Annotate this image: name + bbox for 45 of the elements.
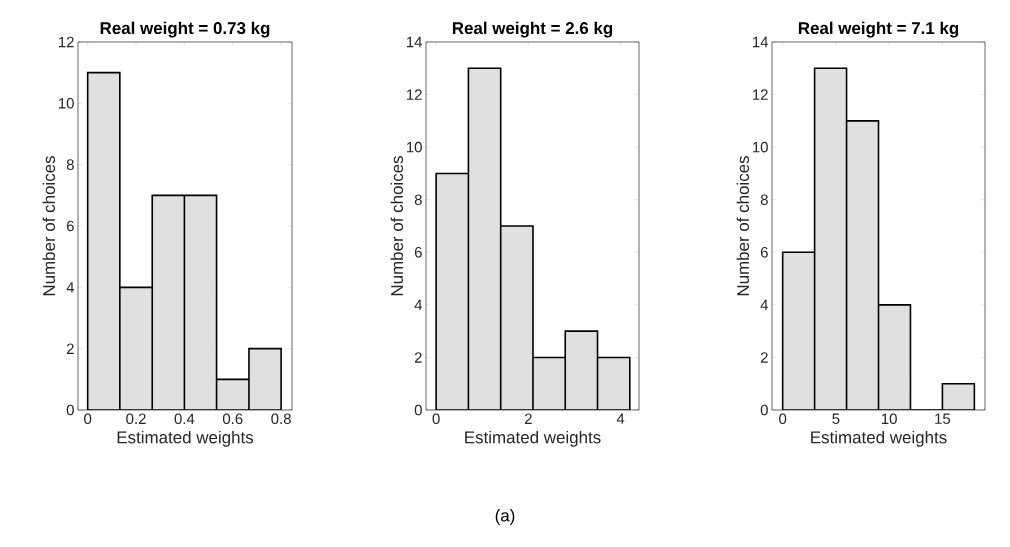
y-tick-label: 10 [407,141,422,153]
x-tick-label: 0 [432,413,440,425]
y-tick-label: 14 [407,36,423,48]
y-tick-label: 10 [59,98,74,109]
x-tick-label: 0.6 [222,413,243,425]
y-tick-label: 4 [414,299,423,310]
x-tick-label: 10 [881,413,897,425]
y-tick-label: 0 [760,404,768,416]
y-tick-label: 12 [407,89,422,100]
x-tick-label: 0 [779,413,787,425]
y-tick-label: 12 [753,89,768,100]
y-tick-label: 10 [753,141,768,153]
chart-title: Real weight = 0.73 kg [100,21,270,38]
x-tick-label: 0.4 [174,413,195,425]
x-tick-label: 2 [524,413,532,424]
y-tick-label: 0 [66,404,74,416]
x-tick-label: 5 [832,413,840,424]
y-tick-label: 12 [59,36,74,48]
y-tick-label: 6 [760,246,768,258]
x-axis-title: Estimated weights [811,430,947,447]
y-tick-label: 2 [760,352,768,363]
y-tick-label: 14 [753,36,769,48]
y-tick-label: 6 [414,246,422,258]
x-tick-label: 0.2 [126,413,146,425]
y-tick-label: 0 [414,404,422,416]
x-axis-title: Estimated weights [465,430,601,447]
x-tick-label: 4 [616,413,625,424]
x-axis-title: Estimated weights [117,430,254,447]
chart-title: Real weight = 2.6 kg [452,21,613,38]
x-tick-label: 0 [84,413,92,425]
y-tick-label: 8 [414,194,422,205]
y-axis-title: Number of choices [42,156,56,296]
y-tick-label: 4 [760,299,769,310]
y-tick-label: 2 [66,343,74,354]
y-tick-label: 6 [66,220,74,232]
text: (a) [495,509,515,525]
x-tick-label: 15 [935,413,951,424]
x-tick-label: 0.8 [271,413,291,425]
y-tick-label: 8 [66,159,74,170]
y-tick-label: 4 [66,282,75,293]
y-tick-label: 2 [414,352,422,363]
y-axis-title: Number of choices [736,156,750,296]
y-axis-title: Number of choices [390,156,404,296]
chart-title: Real weight = 7.1 kg [798,21,959,38]
y-tick-label: 8 [760,194,768,205]
